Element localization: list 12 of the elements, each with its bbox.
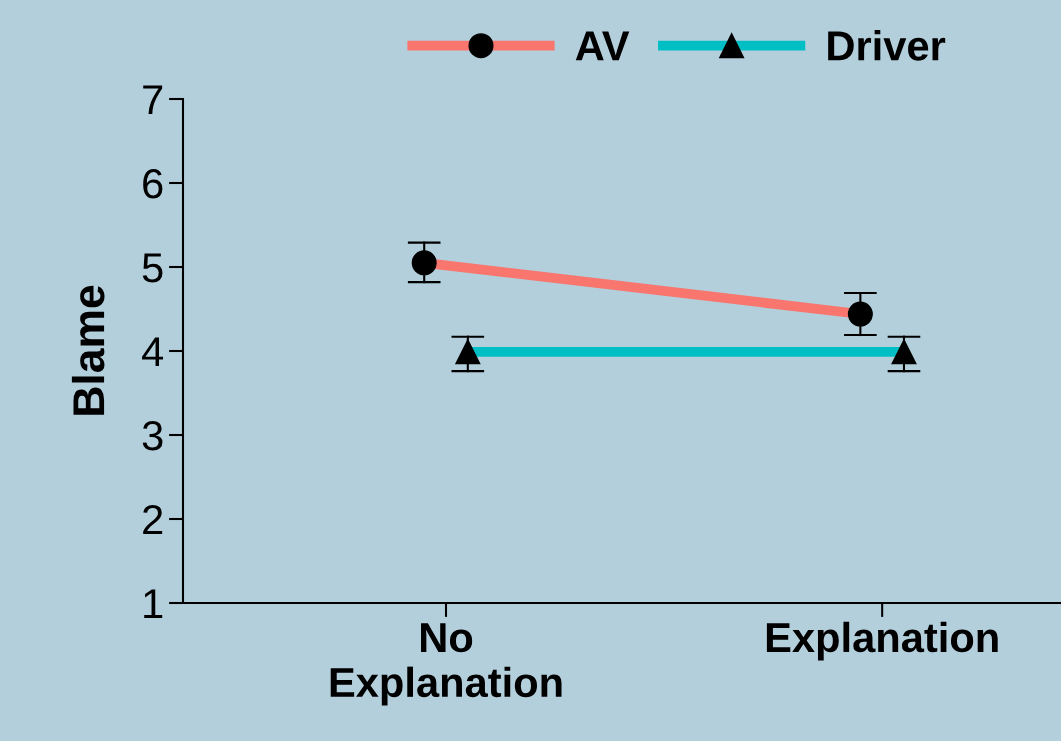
y-axis-title: Blame [71,285,105,415]
y-tick-label: 5 [142,253,163,283]
x-tick-label: No Explanation [330,623,562,706]
legend-label: Driver [828,30,946,61]
y-tick-label: 7 [143,85,163,115]
x-tick-label: Explanation [766,621,998,661]
legend-label: AV [575,31,630,61]
y-tick-label: 6 [143,169,163,199]
y-tick-label: 3 [142,421,163,451]
y-tick-label: 4 [142,337,164,367]
y-tick-label: 2 [143,505,163,535]
y-tick-label: 1 [144,589,163,619]
